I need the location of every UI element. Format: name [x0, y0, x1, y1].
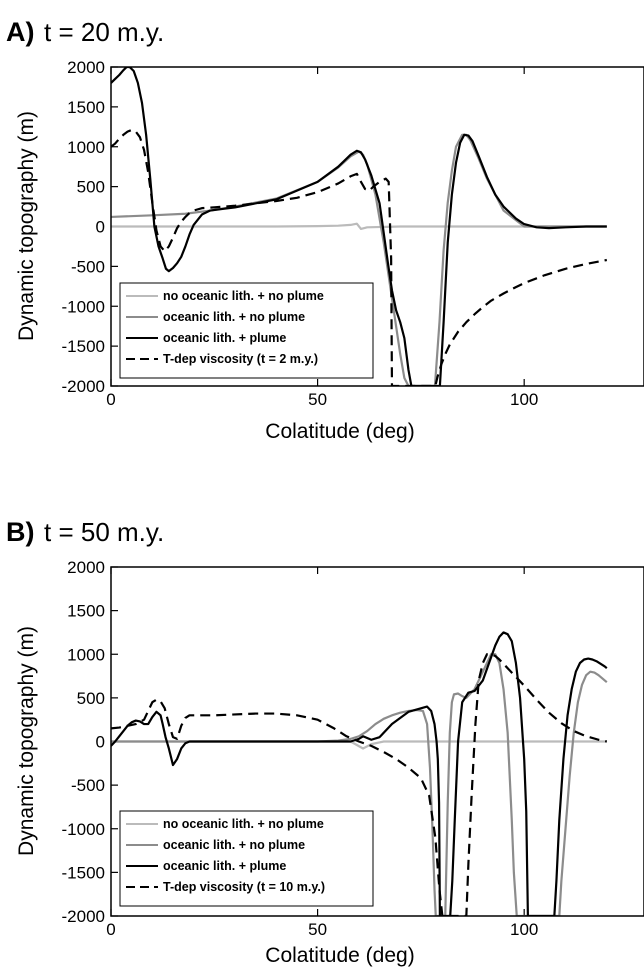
panel-b-x-axis-label: Colatitude (deg)	[265, 944, 414, 967]
panel-a-y-tick-label: 1500	[67, 98, 105, 117]
panel-b-legend-label-4: T-dep viscosity (t = 10 m.y.)	[163, 880, 325, 894]
panel-b-y-tick-label: 0	[96, 733, 105, 752]
panel-b-x-tick-label: 100	[510, 920, 538, 939]
panel-a-legend-label-2: oceanic lith. + no plume	[163, 310, 305, 324]
panel-a-letter: A)	[6, 17, 35, 47]
panel-b-y-tick-label: -1000	[62, 820, 105, 839]
panel-b-x-tick-label: 0	[106, 920, 115, 939]
panel-a-legend-label-1: no oceanic lith. + no plume	[163, 289, 324, 303]
panel-a-x-tick-label: 50	[308, 390, 327, 409]
panel-b-y-tick-label: 1000	[67, 645, 105, 664]
panel-b-y-tick-label: -2000	[62, 907, 105, 926]
panel-a-y-axis-label: Dynamic topography (m)	[15, 111, 38, 341]
panel-b-title: t = 50 m.y.	[44, 517, 164, 547]
panel-b-y-tick-label: -500	[71, 776, 105, 795]
panel-b: B) t = 50 m.y. 2000150010005000-500-1000…	[6, 517, 644, 967]
panel-a-plot-frame	[110, 66, 644, 387]
panel-a-y-tick-label: 0	[96, 218, 105, 237]
panel-a-legend-label-4: T-dep viscosity (t = 2 m.y.)	[163, 352, 318, 366]
panel-a: A) t = 20 m.y. 2000150010005000-500-1000…	[6, 17, 644, 443]
panel-a-y-tick-label: -1000	[62, 297, 105, 316]
panel-a-x-axis-label: Colatitude (deg)	[265, 420, 414, 443]
panel-a-y-tick-label: 1000	[67, 138, 105, 157]
panel-a-x-tick-label: 100	[510, 390, 538, 409]
panel-a-y-tick-label: -2000	[62, 377, 105, 396]
panel-b-series-line-4	[111, 653, 608, 916]
panel-a-x-ticks: 0 50 100	[106, 67, 538, 409]
panel-a-x-tick-label: 0	[106, 390, 115, 409]
panel-a-y-tick-label: -500	[71, 257, 105, 276]
panel-a-series-line-4	[111, 128, 608, 386]
panel-a-series-line-1	[111, 222, 607, 230]
panel-b-x-tick-label: 50	[308, 920, 327, 939]
panel-b-y-tick-label: 2000	[67, 558, 105, 577]
panel-a-plot-area	[111, 67, 608, 386]
panel-b-y-tick-label: 500	[77, 689, 105, 708]
panel-b-series-line-3	[111, 631, 608, 916]
panel-b-plot-area	[111, 631, 608, 916]
panel-b-legend-box	[119, 810, 374, 907]
panel-b-y-ticks: 2000 1500 1000 500 0 -500 -1000 -1500 -2000	[62, 558, 118, 926]
panel-b-legend-label-2: oceanic lith. + no plume	[163, 838, 305, 852]
panel-b-y-tick-label: 1500	[67, 602, 105, 621]
panel-a-y-tick-label: -1500	[62, 337, 105, 356]
panel-b-series-line-2	[111, 653, 608, 916]
panel-a-legend-box	[119, 282, 374, 379]
panel-a-y-tick-label: 2000	[67, 58, 105, 77]
panel-a-legend: no oceanic lith. + no plume oceanic lith…	[119, 282, 374, 379]
panel-a-legend-label-3: oceanic lith. + plume	[163, 331, 286, 345]
panel-b-x-ticks: 0 50 100	[106, 567, 538, 939]
panel-b-legend-label-3: oceanic lith. + plume	[163, 859, 286, 873]
panel-b-y-axis-label: Dynamic topography (m)	[15, 626, 38, 856]
panel-b-legend-label-1: no oceanic lith. + no plume	[163, 817, 324, 831]
panel-a-y-ticks: 2000 1500 1000 500 0 -500 -1000 -1500 -2000	[62, 58, 118, 396]
panel-a-y-tick-label: 500	[77, 178, 105, 197]
panel-b-legend: no oceanic lith. + no plume oceanic lith…	[119, 810, 374, 907]
panel-b-letter: B)	[6, 517, 35, 547]
panel-b-plot-frame	[110, 566, 644, 917]
panel-a-title: t = 20 m.y.	[44, 17, 164, 47]
panel-b-y-tick-label: -1500	[62, 863, 105, 882]
